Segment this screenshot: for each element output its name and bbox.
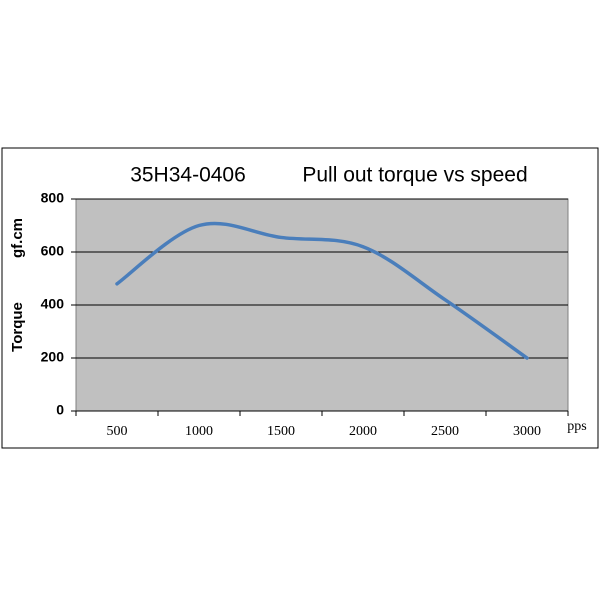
- y-tick-label: 600: [41, 243, 65, 259]
- x-tick-label: 2500: [431, 424, 459, 439]
- data-line: [115, 221, 529, 360]
- chart-title: Pull out torque vs speed: [302, 164, 527, 187]
- y-tick-label: 800: [41, 190, 65, 206]
- y-tick-label: 400: [41, 296, 65, 312]
- x-tick-label: 1000: [185, 424, 213, 439]
- x-tick-label: 1500: [267, 424, 295, 439]
- x-axis-unit: pps: [567, 419, 586, 434]
- x-tick-label: 500: [107, 424, 128, 439]
- y-axis-unit: gf.cm: [9, 218, 26, 258]
- x-tick-label: 2000: [349, 424, 377, 439]
- x-tick-label: 3000: [513, 424, 541, 439]
- chart-model: 35H34-0406: [130, 164, 246, 187]
- y-axis-label: Torque: [9, 302, 26, 352]
- y-tick-label: 0: [56, 402, 64, 418]
- y-tick-label: 200: [41, 349, 65, 365]
